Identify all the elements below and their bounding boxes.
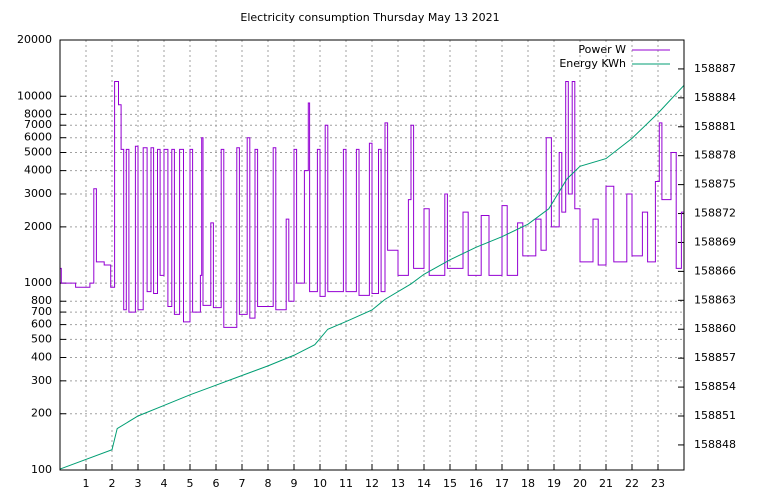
y-tick-label: 800	[31, 294, 52, 307]
x-tick-label: 6	[213, 477, 220, 490]
y-tick-label: 3000	[24, 187, 52, 200]
x-tick-label: 8	[265, 477, 272, 490]
y2-tick-label: 158878	[694, 149, 736, 162]
x-tick-label: 21	[599, 477, 613, 490]
x-tick-label: 17	[495, 477, 509, 490]
y2-tick-label: 158851	[694, 409, 736, 422]
x-tick-label: 13	[391, 477, 405, 490]
x-tick-label: 22	[625, 477, 639, 490]
y-tick-label: 6000	[24, 131, 52, 144]
x-tick-label: 9	[291, 477, 298, 490]
y2-tick-label: 158866	[694, 264, 736, 277]
x-tick-label: 14	[417, 477, 431, 490]
y-tick-label: 600	[31, 318, 52, 331]
x-tick-label: 19	[547, 477, 561, 490]
legend-label: Power W	[578, 43, 626, 56]
y-tick-label: 5000	[24, 146, 52, 159]
y2-tick-label: 158848	[694, 438, 736, 451]
y-tick-label: 10000	[17, 89, 52, 102]
y-tick-label: 2000	[24, 220, 52, 233]
x-tick-label: 4	[161, 477, 168, 490]
y-tick-label: 400	[31, 350, 52, 363]
x-tick-label: 18	[521, 477, 535, 490]
x-tick-label: 20	[573, 477, 587, 490]
y2-tick-label: 158869	[694, 235, 736, 248]
y-tick-label: 4000	[24, 164, 52, 177]
x-tick-label: 3	[135, 477, 142, 490]
legend-label: Energy KWh	[559, 57, 626, 70]
y-tick-label: 8000	[24, 107, 52, 120]
y2-tick-label: 158857	[694, 351, 736, 364]
y2-tick-label: 158872	[694, 207, 736, 220]
x-tick-label: 7	[239, 477, 246, 490]
x-tick-label: 23	[651, 477, 665, 490]
y2-tick-label: 158860	[694, 322, 736, 335]
y2-tick-label: 158875	[694, 178, 736, 191]
y-tick-label: 7000	[24, 118, 52, 131]
y-tick-label: 100	[31, 463, 52, 476]
series-line	[60, 80, 684, 328]
y-tick-label: 20000	[17, 33, 52, 46]
y2-tick-label: 158881	[694, 120, 736, 133]
x-tick-label: 2	[109, 477, 116, 490]
series-line	[59, 84, 685, 470]
y2-tick-label: 158863	[694, 293, 736, 306]
y2-tick-label: 158854	[694, 380, 736, 393]
x-tick-label: 5	[187, 477, 194, 490]
x-tick-label: 15	[443, 477, 457, 490]
x-tick-label: 12	[365, 477, 379, 490]
y-tick-label: 700	[31, 305, 52, 318]
x-tick-label: 11	[339, 477, 353, 490]
y2-tick-label: 158884	[694, 91, 736, 104]
y-tick-label: 1000	[24, 276, 52, 289]
plot-border	[59, 39, 685, 471]
y2-tick-label: 158887	[694, 62, 736, 75]
x-tick-label: 10	[313, 477, 327, 490]
y-tick-label: 500	[31, 332, 52, 345]
y-tick-label: 200	[31, 407, 52, 420]
chart-title: Electricity consumption Thursday May 13 …	[240, 11, 499, 24]
y-tick-label: 300	[31, 374, 52, 387]
x-tick-label: 1	[83, 477, 90, 490]
x-tick-label: 16	[469, 477, 483, 490]
